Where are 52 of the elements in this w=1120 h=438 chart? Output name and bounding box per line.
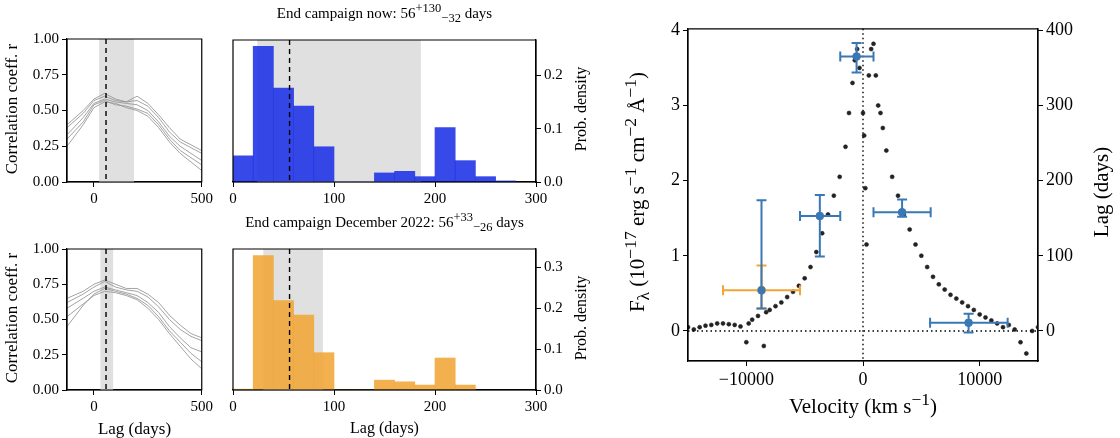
x-axis-title: Lag (days) [350, 419, 419, 436]
y2-tick-label: 0 [1046, 319, 1055, 340]
y-tick-label: 0.1 [544, 119, 563, 136]
x-tick-label: 0 [858, 368, 868, 389]
y-axis-title: Prob. density [572, 275, 590, 360]
x-axis-title: Lag (days) [97, 419, 172, 438]
x-tick-label: 200 [423, 397, 447, 414]
chart-title: End campaign now: 56$^{+130}$$_{−32}$ days [276, 0, 493, 25]
x-tick-label: 0 [90, 397, 98, 414]
y2-tick-label: 100 [1046, 244, 1073, 265]
y-tick-label: 0.0 [544, 172, 563, 189]
y-axis-title: Correlation coeff. r [1, 43, 21, 174]
x-tick-label: 300 [524, 189, 548, 206]
y-tick-label: 1.00 [32, 239, 59, 256]
x-tick-label: 0 [229, 189, 237, 206]
y-axis-title: Prob. density [572, 66, 590, 152]
y-tick-label: 1.00 [32, 29, 59, 46]
x-tick-label: 500 [190, 397, 213, 414]
x-tick-label: −10000 [718, 368, 774, 389]
x-tick-label: 0 [90, 189, 98, 206]
y-tick-label: 3 [671, 94, 680, 115]
x-axis-title: Velocity (km s$^{−1}$) [788, 389, 938, 418]
y-tick-label: 0.50 [32, 101, 59, 118]
x-tick-label: 100 [322, 397, 346, 414]
y-tick-label: 0.1 [544, 339, 563, 356]
x-tick-label: 0 [229, 397, 237, 414]
y2-tick-label: 400 [1046, 19, 1073, 40]
x-tick-label: 300 [524, 397, 548, 414]
y-tick-label: 0.25 [32, 345, 59, 362]
y-tick-label: 2 [671, 169, 680, 190]
y-tick-label: 0.75 [32, 65, 59, 82]
y-tick-label: 0.50 [32, 310, 59, 327]
x-tick-label: 200 [423, 189, 447, 206]
y2-tick-label: 200 [1046, 169, 1073, 190]
y-tick-label: 0.0 [544, 380, 563, 397]
chart-title: End campaign December 2022: 56$^{+33}$$_{−26}$ days [245, 209, 524, 234]
y-tick-label: 1 [671, 244, 680, 265]
y-tick-label: 0.75 [32, 275, 59, 292]
y-tick-label: 4 [671, 19, 680, 40]
y2-axis-title: Lag (days) [1088, 146, 1113, 238]
y-tick-label: 0.3 [544, 257, 563, 274]
y-tick-label: 0.25 [32, 137, 59, 154]
y-tick-label: 0.00 [32, 172, 59, 189]
y-tick-label: 0.00 [32, 380, 59, 397]
x-tick-label: 100 [322, 189, 346, 206]
y-axis-title: Correlation coeff. r [1, 252, 21, 383]
y2-tick-label: 300 [1046, 94, 1073, 115]
x-tick-label: 500 [190, 189, 213, 206]
y-tick-label: 0.2 [544, 298, 563, 315]
y-tick-label: 0.2 [544, 66, 563, 83]
x-tick-label: 10000 [957, 368, 1003, 389]
y-tick-label: 0 [671, 319, 680, 340]
